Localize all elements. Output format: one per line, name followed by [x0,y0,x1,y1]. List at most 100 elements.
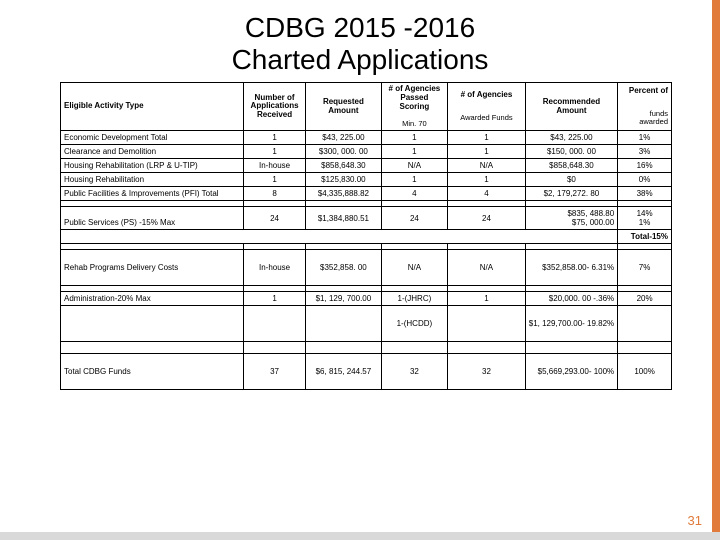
total-row: Total CDBG Funds 37 $6, 815, 244.57 32 3… [61,354,672,390]
table-row: Public Facilities & Improvements (PFI) T… [61,187,672,201]
table-row: Administration-20% Max 1 $1, 129, 700.00… [61,292,672,306]
cell: Total CDBG Funds [61,354,244,390]
cell: 20% [618,292,672,306]
cell: 16% [618,159,672,173]
cell: $4,335,888.82 [306,187,381,201]
th-percent: Percent of funds awarded [618,83,672,131]
cell: In-house [243,250,305,286]
title-l2: Charted Applications [232,44,489,75]
cell: 3% [618,145,672,159]
cell: $352,858.00- 6.31% [525,250,618,286]
cell: 14% 1% [618,207,672,230]
th-requested-text: Requested Amount [323,97,364,115]
cell: 1 [243,173,305,187]
cell [448,306,525,342]
cell-sub: 14% [621,209,668,218]
cell: $858,648.30 [306,159,381,173]
th-agencies: # of Agencies Awarded Funds [448,83,525,131]
cell: $1, 129,700.00- 19.82% [525,306,618,342]
cell: Total-15% [618,230,672,244]
cell: 32 [448,354,525,390]
cell: 32 [381,354,448,390]
cell: $43, 225.00 [306,131,381,145]
cell: 8 [243,187,305,201]
cell: $835, 488.80 $75, 000.00 [525,207,618,230]
cell: Rehab Programs Delivery Costs [61,250,244,286]
cell: 0% [618,173,672,187]
cell: In-house [243,159,305,173]
cell: $20,000. 00 -.36% [525,292,618,306]
cell: $1,384,880.51 [306,207,381,230]
th-passed-top: # of Agencies Passed Scoring [385,85,445,111]
cell: 1 [243,292,305,306]
table-row: Rehab Programs Delivery Costs In-house $… [61,250,672,286]
cell-sub: $75, 000.00 [529,218,615,227]
cell: 1 [448,292,525,306]
cell: N/A [448,250,525,286]
header-row: Eligible Activity Type Number of Applica… [61,83,672,131]
cell: $6, 815, 244.57 [306,354,381,390]
cell: 1 [243,131,305,145]
cell: 1 [381,145,448,159]
table-row: Economic Development Total 1 $43, 225.00… [61,131,672,145]
cell: 38% [618,187,672,201]
th-passed: # of Agencies Passed Scoring Min. 70 [381,83,448,131]
cell-sub: 1% [621,218,668,227]
cell: N/A [381,159,448,173]
th-recommended-text: Recommended Amount [543,97,600,115]
cell: 1-(HCDD) [381,306,448,342]
th-requested: Requested Amount [306,83,381,131]
cell: $2, 179,272. 80 [525,187,618,201]
table-row: Housing Rehabilitation (LRP & U-TIP) In-… [61,159,672,173]
cell: N/A [448,159,525,173]
th-numapps: Number of Applications Received [243,83,305,131]
cell: $1, 129, 700.00 [306,292,381,306]
cell: 24 [243,207,305,230]
bottom-bar [0,532,720,540]
ps-row: Public Services (PS) -15% Max 24 $1,384,… [61,207,672,230]
cell: 1 [243,145,305,159]
cell-sub: $835, 488.80 [529,209,615,218]
cell: $150, 000. 00 [525,145,618,159]
page-title: CDBG 2015 -2016 Charted Applications [0,0,720,76]
cell [61,230,618,244]
cell: 24 [448,207,525,230]
cell: Housing Rehabilitation (LRP & U-TIP) [61,159,244,173]
cell [61,306,244,342]
cell [306,306,381,342]
total15-row: Total-15% [61,230,672,244]
th-passed-sub: Min. 70 [385,120,445,128]
cell: 1 [381,131,448,145]
cell: Public Services (PS) -15% Max [61,207,244,230]
cell: $43, 225.00 [525,131,618,145]
cell: Clearance and Demolition [61,145,244,159]
hcdd-row: 1-(HCDD) $1, 129,700.00- 19.82% [61,306,672,342]
title-l1: CDBG 2015 -2016 [245,12,475,43]
cell: 1% [618,131,672,145]
cell: 1 [381,173,448,187]
page-number: 31 [688,513,702,528]
th-numapps-text: Number of Applications Received [251,93,299,120]
cell: 4 [381,187,448,201]
cell: 1-(JHRC) [381,292,448,306]
cell: Administration-20% Max [61,292,244,306]
th-recommended: Recommended Amount [525,83,618,131]
th-percent-top: Percent of [621,87,668,96]
cell: 4 [448,187,525,201]
cell: 100% [618,354,672,390]
cell: 1 [448,145,525,159]
cell: $858,648.30 [525,159,618,173]
cell: $5,669,293.00- 100% [525,354,618,390]
th-agencies-sub: Awarded Funds [451,114,521,122]
th-agencies-top: # of Agencies [451,91,521,100]
cell: Economic Development Total [61,131,244,145]
th-activity: Eligible Activity Type [61,83,244,131]
applications-table: Eligible Activity Type Number of Applica… [60,82,672,390]
cell: $352,858. 00 [306,250,381,286]
cell: 1 [448,173,525,187]
table-row: Clearance and Demolition 1 $300, 000. 00… [61,145,672,159]
cell: 7% [618,250,672,286]
right-accent-bar [712,0,720,540]
cell: 37 [243,354,305,390]
table-row: Housing Rehabilitation 1 $125,830.00 1 1… [61,173,672,187]
